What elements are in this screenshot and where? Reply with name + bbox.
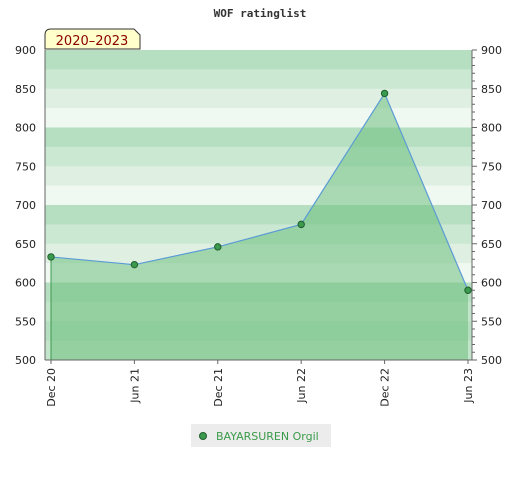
y-tick-label-right: 750 xyxy=(481,160,502,173)
legend-marker xyxy=(199,432,207,440)
series-area xyxy=(51,93,468,361)
x-tick-label: Dec 20 xyxy=(45,368,58,407)
y-tick-label-right: 900 xyxy=(481,44,502,57)
y-tick-label-left: 900 xyxy=(15,44,36,57)
y-axis-left: 500 550 600 650 700 750 800 850 900 xyxy=(15,44,36,367)
legend: BAYARSUREN Orgil xyxy=(191,424,331,447)
y-tick-label-right: 850 xyxy=(481,83,502,96)
y-axis-right: 500 550 600 650 700 750 800 850 900 xyxy=(472,44,502,367)
grid-band xyxy=(45,50,472,70)
grid-band xyxy=(45,108,472,128)
y-tick-label-left: 550 xyxy=(15,315,36,328)
y-tick-label-left: 700 xyxy=(15,199,36,212)
y-tick-label-left: 500 xyxy=(15,354,36,367)
y-tick-label-left: 750 xyxy=(15,160,36,173)
grid-band xyxy=(45,69,472,90)
y-tick-label-right: 500 xyxy=(481,354,502,367)
grid-band xyxy=(45,88,472,109)
y-tick-label-left: 850 xyxy=(15,83,36,96)
badge-label: 2020–2023 xyxy=(56,34,129,49)
x-tick-label: Jun 22 xyxy=(295,368,308,404)
y-tick-label-right: 550 xyxy=(481,315,502,328)
legend-label: BAYARSUREN Orgil xyxy=(216,430,319,443)
x-tick-label: Jun 21 xyxy=(128,368,141,404)
badge-shape xyxy=(44,28,141,50)
y-tick-label-left: 600 xyxy=(15,277,36,290)
y-tick-label-left: 650 xyxy=(15,238,36,251)
y-tick-label-right: 800 xyxy=(481,122,502,135)
data-point xyxy=(214,243,222,251)
y-tick-label-left: 800 xyxy=(15,122,36,135)
area-layer xyxy=(50,92,469,361)
x-tick-label: Jun 23 xyxy=(462,368,475,404)
y-tick-label-right: 650 xyxy=(481,238,502,251)
y-tick-label-right: 600 xyxy=(481,277,502,290)
data-point xyxy=(464,286,472,294)
grid-band xyxy=(45,127,472,148)
data-point xyxy=(47,253,55,261)
x-tick-label: Dec 21 xyxy=(212,368,225,407)
y-tick-label-right: 700 xyxy=(481,199,502,212)
data-point xyxy=(380,89,389,98)
period-badge: 2020–2023 xyxy=(44,28,141,50)
data-point xyxy=(130,260,139,269)
series-line xyxy=(50,92,469,291)
data-point xyxy=(297,220,305,229)
x-axis: Dec 20 Jun 21 Dec 21 Jun 22 Dec 22 Jun 23 xyxy=(45,360,475,407)
chart-title: WOF ratinglist xyxy=(214,7,307,20)
x-tick-label: Dec 22 xyxy=(379,368,392,407)
legend-box xyxy=(191,424,331,447)
data-points xyxy=(47,89,472,294)
